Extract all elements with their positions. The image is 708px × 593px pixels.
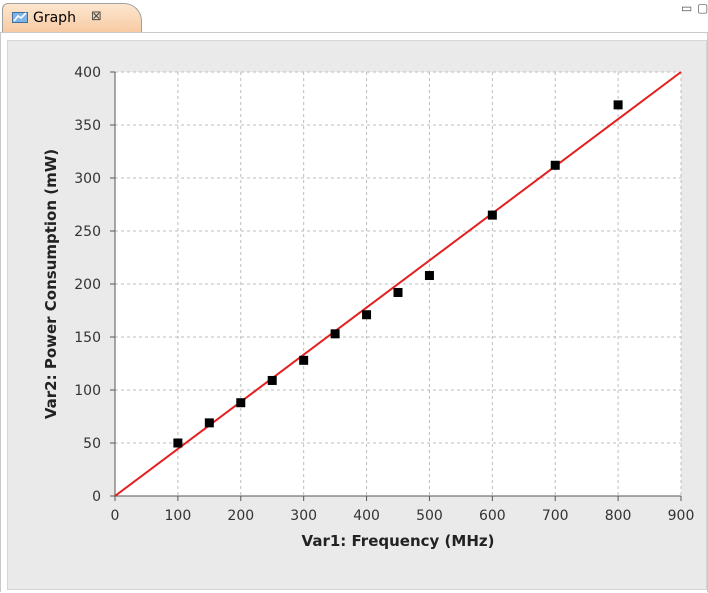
data-point — [393, 287, 403, 297]
data-point — [613, 100, 623, 110]
y-tick-label: 50 — [83, 436, 101, 452]
x-tick-label: 200 — [227, 508, 254, 524]
y-axis-label: Var2: Power Consumption (mW) — [42, 149, 60, 419]
data-point — [204, 418, 214, 428]
minimize-button[interactable]: ▭ — [681, 1, 693, 15]
close-icon[interactable]: ⊠ — [91, 9, 102, 24]
chart-panel: 0 100 200 300 400 500 600 700 800 900 0 50 100 150 200… — [7, 40, 707, 590]
y-tick-label: 0 — [92, 489, 101, 505]
y-tick-label: 200 — [74, 277, 101, 293]
x-axis-label: Var1: Frequency (MHz) — [302, 532, 495, 550]
x-tick-label: 300 — [290, 508, 317, 524]
tab-bar: Graph ⊠ ▭ ▢ — [0, 0, 708, 33]
tick-labels: 0 100 200 300 400 500 600 700 800 900 0 50 100 150 200… — [74, 65, 694, 524]
y-tick-label: 350 — [74, 118, 101, 134]
x-tick-label: 800 — [605, 508, 632, 524]
x-tick-label: 700 — [542, 508, 569, 524]
y-tick-label: 100 — [74, 383, 101, 399]
scatter-chart: 0 100 200 300 400 500 600 700 800 900 0 50 100 150 200… — [42, 65, 694, 550]
x-tick-label: 500 — [416, 508, 443, 524]
y-tick-label: 250 — [74, 224, 101, 240]
x-tick-label: 400 — [353, 508, 380, 524]
tab-graph[interactable]: Graph ⊠ — [2, 3, 142, 32]
data-point — [550, 160, 560, 170]
x-tick-label: 900 — [668, 508, 695, 524]
y-tick-label: 300 — [74, 171, 101, 187]
data-point — [236, 398, 246, 408]
y-tick-label: 400 — [74, 65, 101, 81]
data-point — [424, 271, 434, 281]
x-tick-label: 600 — [479, 508, 506, 524]
content-area: 0 100 200 300 400 500 600 700 800 900 0 50 100 150 200… — [0, 33, 708, 592]
data-point — [173, 438, 183, 448]
x-tick-label: 100 — [165, 508, 192, 524]
data-point — [267, 375, 277, 385]
graph-icon — [12, 12, 28, 23]
data-point — [487, 210, 497, 220]
axes — [110, 71, 682, 501]
tab-label: Graph — [33, 10, 76, 26]
data-point — [299, 355, 309, 365]
y-tick-label: 150 — [74, 330, 101, 346]
data-point — [330, 329, 340, 339]
x-tick-label: 0 — [111, 508, 120, 524]
data-points — [173, 100, 623, 448]
maximize-button[interactable]: ▢ — [697, 1, 708, 15]
data-point — [362, 310, 372, 320]
